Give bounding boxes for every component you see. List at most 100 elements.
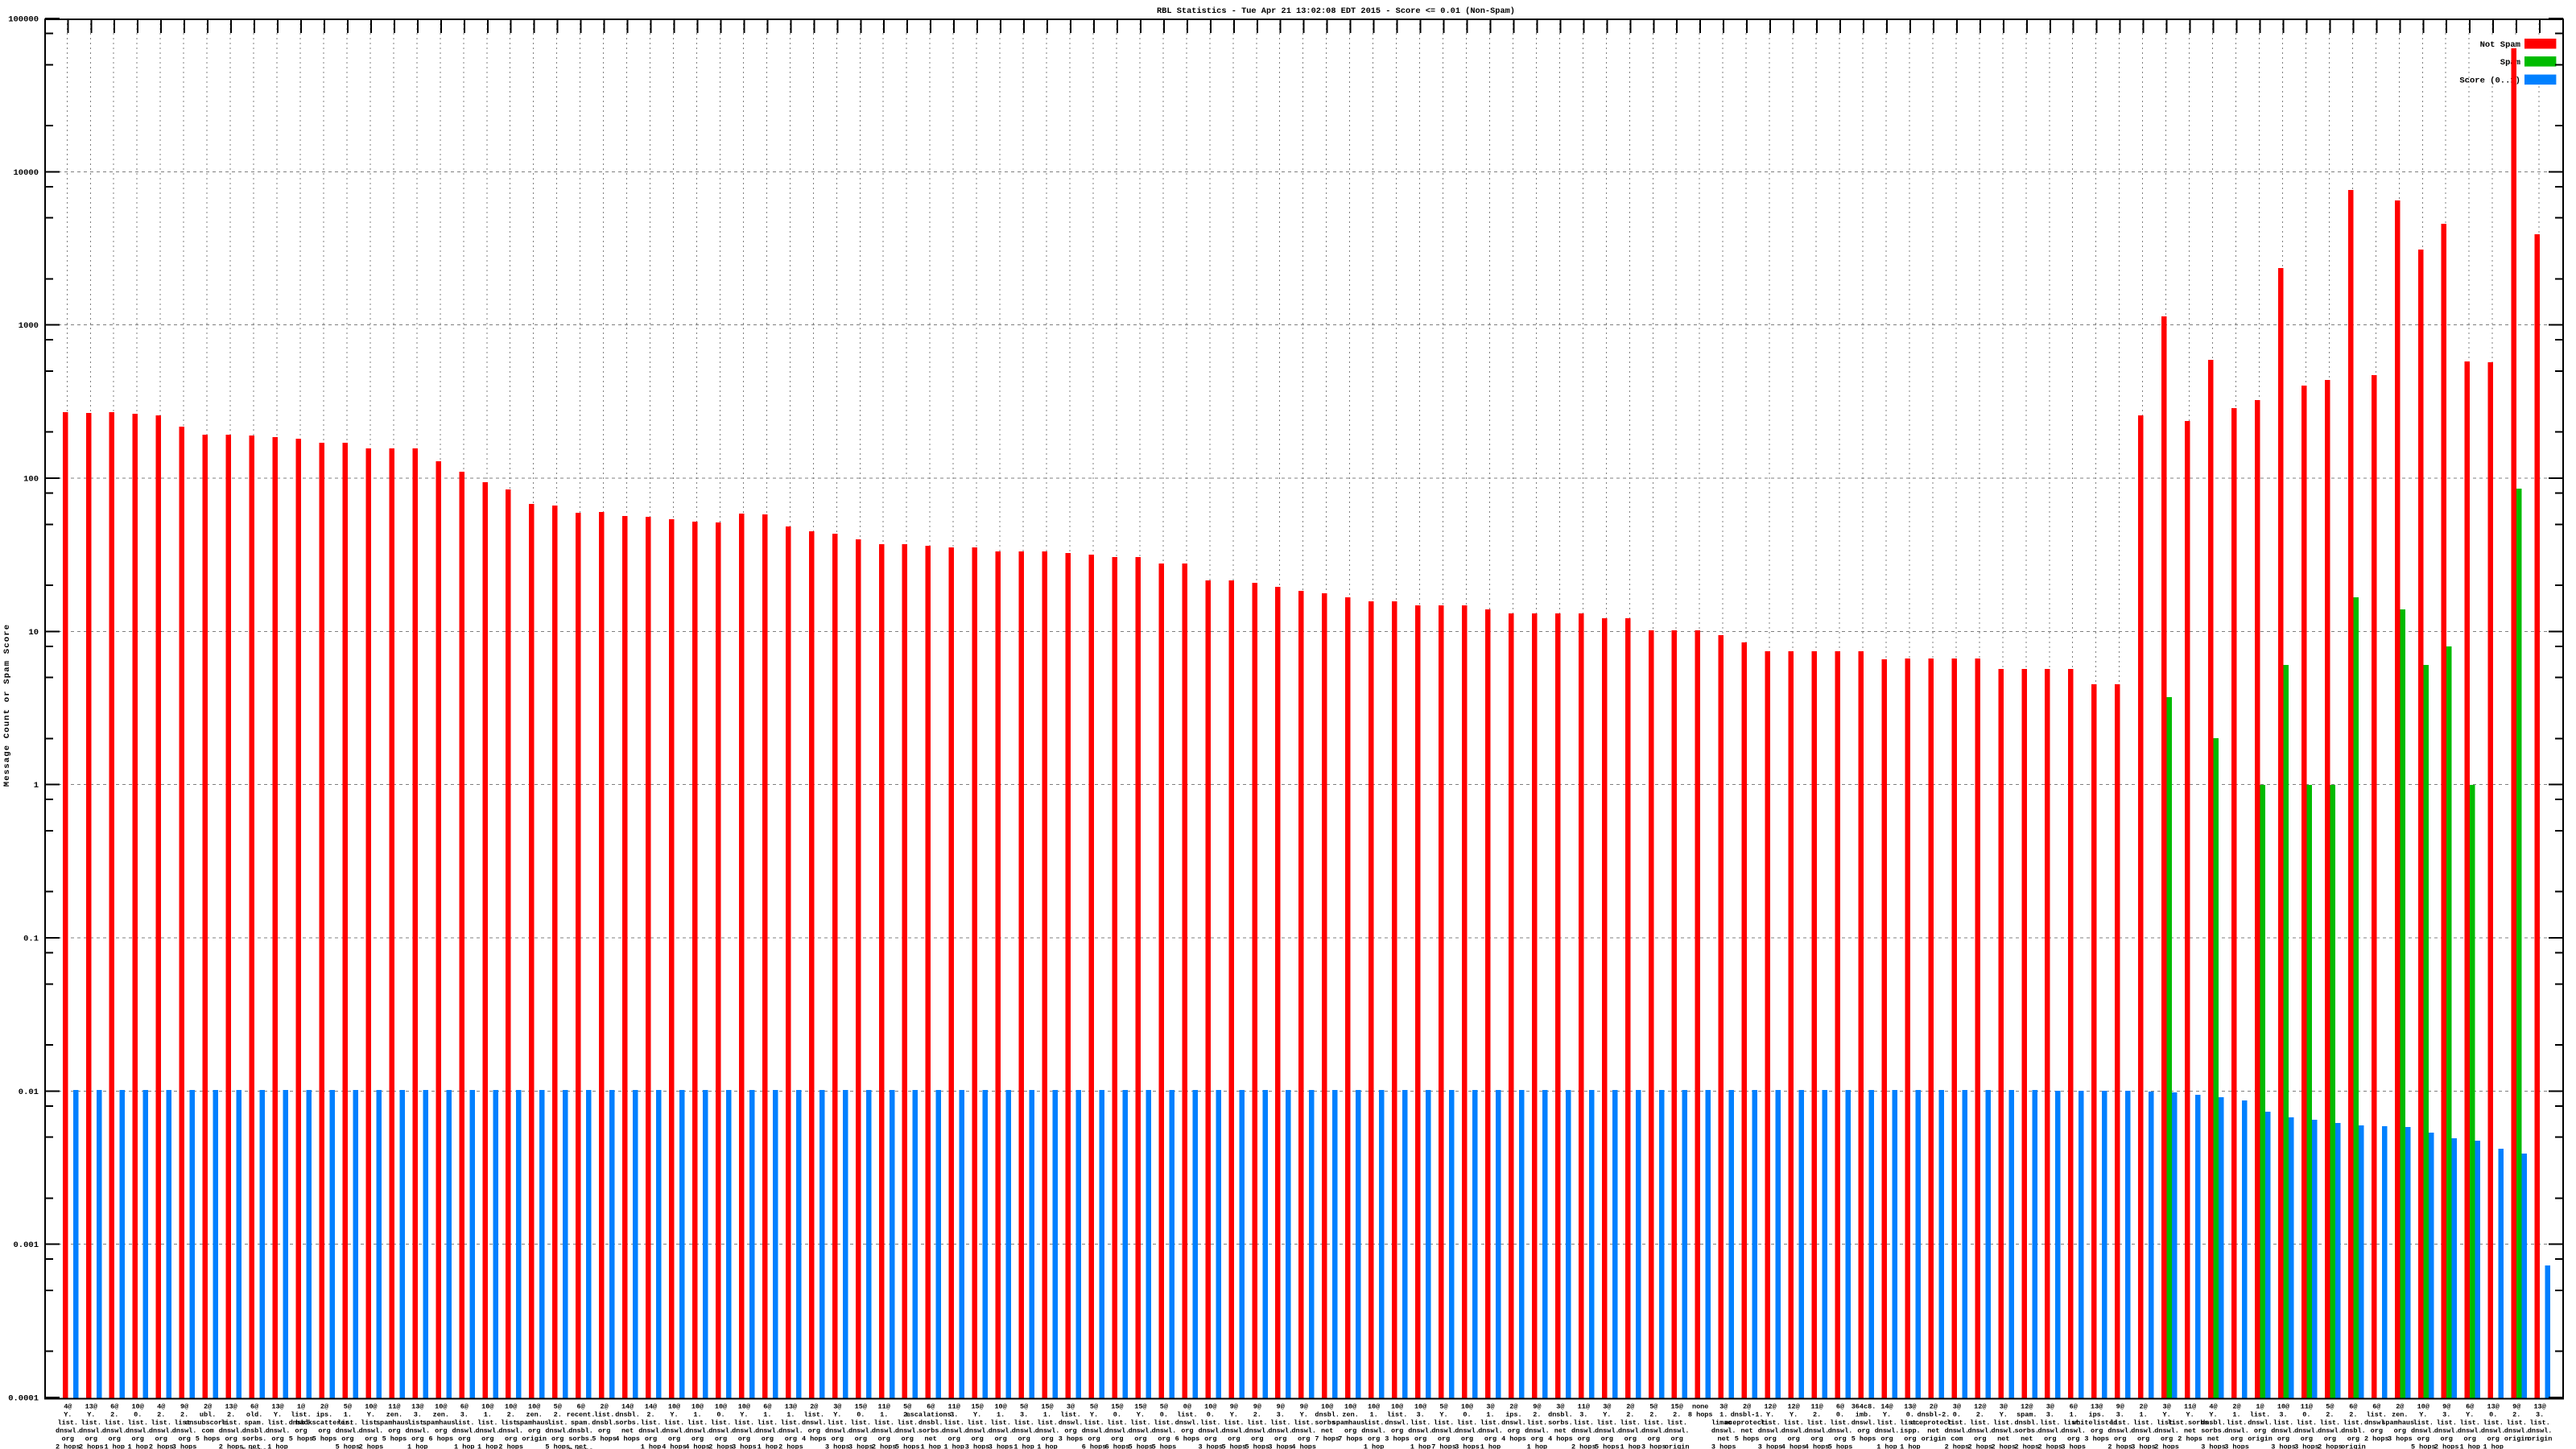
- svg-text:org: org: [668, 1435, 680, 1443]
- svg-text:10@: 10@: [1461, 1403, 1473, 1411]
- svg-text:10@: 10@: [994, 1403, 1006, 1411]
- svg-text:2 hops: 2 hops: [568, 1447, 593, 1449]
- svg-text:org: org: [808, 1427, 820, 1435]
- svg-text:3@: 3@: [1067, 1403, 1075, 1411]
- svg-text:list.: list.: [2227, 1419, 2248, 1427]
- svg-text:1 hop: 1 hop: [1480, 1443, 1501, 1449]
- svg-text:org: org: [645, 1435, 657, 1443]
- svg-text:2.: 2.: [1626, 1411, 1634, 1419]
- svg-text:Score (0..1): Score (0..1): [2459, 76, 2520, 85]
- svg-text:dnswl.: dnswl.: [102, 1427, 127, 1435]
- svg-text:Y.: Y.: [87, 1411, 95, 1419]
- svg-text:dnswl.: dnswl.: [126, 1427, 151, 1435]
- svg-text:org: org: [715, 1435, 727, 1443]
- svg-text:list.: list.: [1876, 1419, 1897, 1427]
- svg-text:origin: origin: [1665, 1443, 1690, 1449]
- svg-text:10@: 10@: [505, 1403, 517, 1411]
- svg-text:list.: list.: [1130, 1419, 1151, 1427]
- svg-text:3 hops: 3 hops: [2224, 1443, 2249, 1449]
- svg-text:0.0001: 0.0001: [8, 1394, 39, 1404]
- svg-text:14@: 14@: [645, 1403, 657, 1411]
- svg-text:list.: list.: [2367, 1411, 2388, 1419]
- svg-text:2@: 2@: [600, 1403, 608, 1411]
- svg-text:limao.: limao.: [1711, 1419, 1736, 1427]
- svg-text:list.: list.: [1013, 1419, 1034, 1427]
- svg-text:list.: list.: [2133, 1419, 2154, 1427]
- svg-text:dnswl.: dnswl.: [2107, 1427, 2132, 1435]
- svg-text:0.: 0.: [1836, 1411, 1844, 1419]
- svg-text:org: org: [528, 1427, 540, 1435]
- svg-text:list.: list.: [1620, 1419, 1641, 1427]
- svg-text:3 hops: 3 hops: [1059, 1435, 1084, 1443]
- svg-text:dnswl.: dnswl.: [1059, 1419, 1084, 1427]
- svg-text:2@: 2@: [1509, 1403, 1517, 1411]
- svg-text:6@: 6@: [927, 1403, 935, 1411]
- svg-text:11@: 11@: [1810, 1403, 1823, 1411]
- svg-text:1.: 1.: [1043, 1411, 1051, 1419]
- svg-text:net: net: [248, 1443, 260, 1449]
- svg-text:5 hops: 5 hops: [1828, 1443, 1853, 1449]
- svg-text:net: net: [2184, 1427, 2196, 1435]
- svg-text:Y.: Y.: [1883, 1411, 1891, 1419]
- svg-text:1.: 1.: [484, 1411, 492, 1419]
- svg-text:Y.: Y.: [2000, 1411, 2008, 1419]
- svg-text:10@: 10@: [668, 1403, 680, 1411]
- svg-text:2.: 2.: [903, 1411, 911, 1419]
- svg-text:7 hops: 7 hops: [1431, 1443, 1456, 1449]
- svg-text:dnswl.: dnswl.: [79, 1427, 104, 1435]
- svg-text:org: org: [388, 1427, 400, 1435]
- svg-text:dnswl.: dnswl.: [1875, 1427, 1900, 1435]
- svg-text:3 hops: 3 hops: [848, 1443, 873, 1449]
- svg-text:org: org: [1088, 1435, 1100, 1443]
- svg-text:dnsbl-2.: dnsbl-2.: [1917, 1411, 1950, 1419]
- svg-text:dnswl.: dnswl.: [2504, 1427, 2529, 1435]
- svg-text:0.: 0.: [2302, 1411, 2310, 1419]
- svg-text:sorbs.: sorbs.: [615, 1419, 640, 1427]
- svg-text:Y.: Y.: [367, 1411, 375, 1419]
- svg-text:spamhaus.: spamhaus.: [516, 1419, 553, 1427]
- svg-text:Y.: Y.: [1766, 1411, 1774, 1419]
- svg-text:list.: list.: [1060, 1411, 1081, 1419]
- svg-text:dnswl.: dnswl.: [1711, 1427, 1736, 1435]
- svg-text:3 hops: 3 hops: [1711, 1443, 1736, 1449]
- svg-text:org: org: [1018, 1435, 1030, 1443]
- svg-text:2 hops: 2 hops: [359, 1443, 384, 1449]
- svg-text:2 hops: 2 hops: [1967, 1443, 1992, 1449]
- svg-text:list.: list.: [687, 1419, 708, 1427]
- svg-text:2 hops: 2 hops: [2154, 1443, 2179, 1449]
- svg-text:9@: 9@: [1277, 1403, 1285, 1411]
- svg-text:list.: list.: [2459, 1419, 2480, 1427]
- svg-text:dnswl.: dnswl.: [2061, 1427, 2086, 1435]
- svg-text:org: org: [2464, 1435, 2476, 1443]
- svg-text:11@: 11@: [2184, 1403, 2196, 1411]
- svg-text:list.: list.: [1970, 1419, 1991, 1427]
- svg-text:org: org: [1134, 1435, 1146, 1443]
- svg-text:12@: 12@: [1787, 1403, 1799, 1411]
- svg-text:list.: list.: [1434, 1419, 1455, 1427]
- svg-text:2.: 2.: [1533, 1411, 1541, 1419]
- svg-text:9@: 9@: [2512, 1403, 2520, 1411]
- svg-text:origin: origin: [522, 1435, 547, 1443]
- svg-text:ips.: ips.: [2088, 1411, 2104, 1419]
- svg-text:sorbs.: sorbs.: [2201, 1427, 2226, 1435]
- svg-text:dnswl.: dnswl.: [1385, 1419, 1410, 1427]
- svg-text:org: org: [1787, 1435, 1799, 1443]
- svg-text:net: net: [1740, 1427, 1752, 1435]
- svg-text:dnswl.: dnswl.: [1175, 1419, 1200, 1427]
- svg-text:0.: 0.: [1160, 1411, 1168, 1419]
- svg-text:10@: 10@: [715, 1403, 727, 1411]
- svg-text:list.: list.: [267, 1419, 288, 1427]
- svg-text:list.: list.: [454, 1419, 475, 1427]
- svg-text:org: org: [2394, 1427, 2406, 1435]
- svg-text:net: net: [1554, 1427, 1567, 1435]
- svg-text:13@: 13@: [2533, 1403, 2545, 1411]
- svg-text:sorbs.: sorbs.: [1548, 1419, 1573, 1427]
- svg-text:org: org: [855, 1435, 867, 1443]
- svg-text:dnswl.: dnswl.: [1221, 1427, 1246, 1435]
- svg-text:1.: 1.: [763, 1411, 771, 1419]
- svg-text:dnswl.: dnswl.: [2364, 1419, 2389, 1427]
- svg-text:list.: list.: [2436, 1419, 2457, 1427]
- svg-text:1.: 1.: [1369, 1411, 1377, 1419]
- svg-text:origin: origin: [2528, 1435, 2553, 1443]
- svg-text:12@: 12@: [1974, 1403, 1986, 1411]
